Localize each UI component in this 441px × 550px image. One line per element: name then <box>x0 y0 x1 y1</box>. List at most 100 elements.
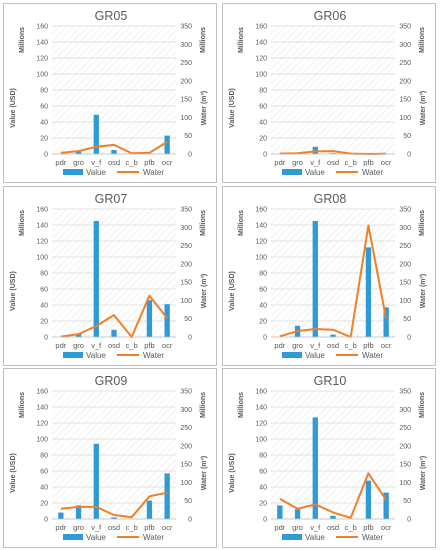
left-tick-label: 60 <box>40 287 48 294</box>
bar-value-pdr <box>277 505 283 519</box>
right-tick-label: 350 <box>180 207 192 214</box>
left-tick-label: 80 <box>259 271 267 278</box>
y-axis-right-unit: Millions <box>419 392 426 418</box>
chart-svg: GR06 0 20 40 60 80 100 120 140 160 0 50 100 150 200 250… <box>229 9 427 177</box>
right-tick-label: 300 <box>399 407 411 414</box>
bar-value-ocr <box>383 492 389 519</box>
chart-panel-gr09: GR09 0 20 40 60 80 100 120 140 160 0 50 100 150 200 250… <box>3 368 217 548</box>
right-tick-label: 150 <box>399 462 411 469</box>
y-axis-right-label: Water (m³) <box>201 456 208 490</box>
bar-value-v_f <box>93 114 99 154</box>
bar-value-osd <box>111 150 117 154</box>
line-water <box>279 472 387 519</box>
right-tick-label: 250 <box>399 425 411 432</box>
chart-title: GR06 <box>314 9 347 23</box>
x-tick-label: osd <box>108 523 120 532</box>
left-tick-label: 120 <box>255 56 267 63</box>
x-tick-label: c_b <box>345 523 357 532</box>
chart-svg: GR05 0 20 40 60 80 100 120 140 160 0 50 100 150 200 250… <box>10 9 208 177</box>
line-water <box>60 141 168 155</box>
legend-swatch-value <box>63 352 83 358</box>
x-tick-label: pfb <box>363 158 373 167</box>
x-tick-label: gro <box>73 158 84 167</box>
chart-title: GR10 <box>314 374 347 388</box>
left-tick-label: 120 <box>255 421 267 428</box>
legend-label-water: Water <box>362 168 383 177</box>
right-tick-label: 50 <box>184 316 192 323</box>
y-axis-left-label: Value (USD) <box>229 271 236 311</box>
right-tick-label: 200 <box>180 78 192 85</box>
right-tick-label: 100 <box>180 480 192 487</box>
left-tick-label: 0 <box>263 517 267 524</box>
y-axis-left-unit: Millions <box>238 392 245 418</box>
left-tick-label: 140 <box>36 405 48 412</box>
x-tick-label: gro <box>292 341 303 350</box>
left-tick-label: 140 <box>255 405 267 412</box>
right-tick-label: 0 <box>188 335 192 342</box>
left-tick-label: 60 <box>259 469 267 476</box>
x-tick-label: v_f <box>91 158 102 167</box>
right-tick-label: 200 <box>180 443 192 450</box>
left-tick-label: 20 <box>40 319 48 326</box>
right-tick-label: 0 <box>407 335 411 342</box>
y-axis-left-label: Value (USD) <box>229 453 236 493</box>
y-axis-left-unit: Millions <box>19 392 26 418</box>
left-tick-label: 20 <box>259 136 267 143</box>
left-tick-label: 160 <box>255 389 267 396</box>
left-tick-label: 80 <box>259 88 267 95</box>
legend-swatch-value <box>63 534 83 540</box>
right-tick-label: 100 <box>399 480 411 487</box>
right-tick-label: 150 <box>399 280 411 287</box>
right-tick-label: 150 <box>180 462 192 469</box>
right-tick-label: 350 <box>180 24 192 31</box>
y-axis-right-unit: Millions <box>419 27 426 53</box>
y-axis-left-unit: Millions <box>19 210 26 236</box>
bar-value-ocr <box>164 304 170 337</box>
x-tick-label: gro <box>73 523 84 532</box>
x-tick-label: c_b <box>345 341 357 350</box>
x-tick-label: ocr <box>162 523 173 532</box>
left-tick-label: 80 <box>259 453 267 460</box>
legend-label-value: Value <box>305 168 325 177</box>
right-tick-label: 300 <box>180 225 192 232</box>
x-tick-label: gro <box>73 341 84 350</box>
left-tick-label: 100 <box>36 255 48 262</box>
left-tick-label: 40 <box>40 120 48 127</box>
right-tick-label: 50 <box>184 133 192 140</box>
left-tick-label: 100 <box>36 437 48 444</box>
right-tick-label: 50 <box>184 498 192 505</box>
bar-value-osd <box>111 517 117 519</box>
left-tick-label: 100 <box>255 437 267 444</box>
legend-label-water: Water <box>143 533 164 542</box>
x-tick-label: v_f <box>91 523 102 532</box>
left-tick-label: 60 <box>40 469 48 476</box>
right-tick-label: 150 <box>180 97 192 104</box>
right-tick-label: 250 <box>399 60 411 67</box>
legend-label-value: Value <box>86 351 106 360</box>
y-axis-right-label: Water (m³) <box>201 274 208 308</box>
legend-label-water: Water <box>143 168 164 177</box>
left-tick-label: 140 <box>36 223 48 230</box>
bar-value-v_f <box>312 221 318 337</box>
legend-label-water: Water <box>362 533 383 542</box>
bar-value-pfb <box>365 247 372 337</box>
chart-svg: GR10 0 20 40 60 80 100 120 140 160 0 50 100 150 200 250… <box>229 374 427 542</box>
x-tick-label: ocr <box>162 341 173 350</box>
right-tick-label: 50 <box>403 498 411 505</box>
bar-value-gro <box>75 151 82 154</box>
left-tick-label: 0 <box>44 152 48 159</box>
right-tick-label: 100 <box>399 115 411 122</box>
legend-label-value: Value <box>305 533 325 542</box>
y-axis-right-unit: Millions <box>200 210 207 236</box>
left-tick-label: 20 <box>40 501 48 508</box>
legend-label-water: Water <box>143 351 164 360</box>
left-tick-label: 140 <box>255 223 267 230</box>
left-tick-label: 80 <box>40 453 48 460</box>
x-tick-label: c_b <box>126 523 138 532</box>
chart-title: GR08 <box>314 192 347 206</box>
left-tick-label: 20 <box>259 319 267 326</box>
legend-swatch-value <box>282 169 302 175</box>
right-tick-label: 250 <box>180 243 192 250</box>
right-tick-label: 0 <box>407 152 411 159</box>
bar-value-v_f <box>312 146 318 154</box>
